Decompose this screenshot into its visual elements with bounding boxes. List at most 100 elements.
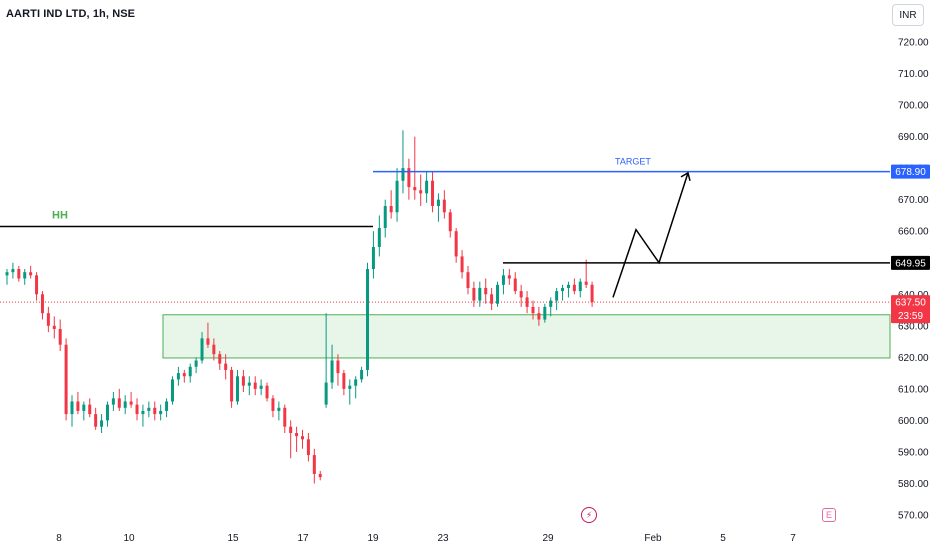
candle-layer [5,130,594,484]
candle-body [301,436,304,440]
candle-body [395,180,399,213]
target-label: TARGET [615,157,651,167]
price-axis[interactable]: 720.00710.00700.00690.00680.00670.00660.… [898,38,929,522]
candle-body [336,360,340,374]
candle-body [513,278,517,292]
y-tick-label: 580.00 [898,479,929,490]
last-price-tag-countdown: 23:59 [898,311,923,322]
candle-body [123,401,127,408]
candle-body [519,291,523,298]
candle-body [117,398,121,408]
candle-body [194,360,198,367]
candle-body [348,385,352,389]
candle-body [46,313,50,326]
candle-body [35,275,39,295]
candle-body [555,291,559,301]
candle-body [230,369,234,402]
candle-body [312,455,316,475]
candle-body [578,281,582,292]
price-tags: 678.90 649.95 637.50 23:59 [891,164,930,324]
candle-body [413,187,417,191]
resistance-price-tag-bg [891,255,930,270]
candle-body [271,398,275,411]
x-tick-label: 23 [437,533,449,544]
y-tick-label: 710.00 [898,69,929,80]
candle-body [561,287,565,292]
candle-body [407,168,411,188]
candle-body [289,426,293,434]
candle-body [401,168,405,181]
candle-body [283,407,287,427]
candle-body [366,269,370,370]
candle-body [218,354,222,364]
candle-body [566,284,570,288]
candle-body [135,404,139,415]
candle-body [484,287,488,295]
candle-body [389,205,393,213]
candle-body [360,369,364,380]
candle-body [584,281,588,285]
x-tick-label: 19 [367,533,379,544]
candle-body [241,376,245,386]
candle-body [342,373,346,389]
candle-body [64,344,68,415]
last-price-tag-bg [891,295,930,324]
currency-selector[interactable]: INR [892,4,924,26]
candle-body [5,272,9,276]
y-tick-label: 600.00 [898,416,929,427]
candle-body [472,287,476,301]
candle-body [200,338,204,361]
y-tick-label: 570.00 [898,511,929,522]
candle-body [590,284,594,303]
x-tick-label: 7 [790,533,796,544]
x-tick-label: 8 [56,533,62,544]
candle-body [52,325,56,329]
candle-body [224,363,228,370]
candle-body [572,284,576,292]
x-tick-label: Feb [644,533,662,544]
candle-body [419,190,423,194]
y-tick-label: 610.00 [898,384,929,395]
candle-body [170,379,174,402]
candle-body [425,180,429,194]
y-tick-label: 620.00 [898,353,929,364]
earnings-icon[interactable]: E [822,508,836,522]
candle-body [466,272,470,288]
candle-body [105,404,109,421]
y-tick-label: 690.00 [898,132,929,143]
demand-zone [162,314,891,359]
candle-body [454,231,458,257]
candle-body [40,294,44,314]
candle-body [94,414,98,427]
candle-body [436,199,440,206]
candle-body [159,410,163,415]
projection-arrowhead [680,171,691,182]
flash-icon[interactable]: ⚡ [581,507,597,523]
overlay-layer: HH TARGET [0,157,890,298]
target-price-tag-bg [891,164,930,179]
resistance-price-tag: 649.95 [895,258,926,269]
candle-body [295,433,299,437]
candle-body [496,284,500,304]
candle-body [478,287,482,301]
candle-body [549,300,553,307]
x-tick-label: 5 [720,533,726,544]
candle-body [531,306,535,314]
candle-body [70,401,74,415]
candle-body [330,360,334,383]
candle-body [537,313,541,320]
candle-body [501,275,505,285]
candle-body [507,275,511,279]
candle-body [141,410,145,415]
y-tick-label: 660.00 [898,227,929,238]
candle-body [100,420,104,427]
candle-body [58,328,62,345]
zone-layer [0,301,891,359]
candle-body [147,407,151,411]
candle-body [324,382,328,405]
time-axis[interactable]: 8 10 15 17 19 23 29 Feb 5 7 [56,533,796,544]
chart-title: AARTI IND LTD, 1h, NSE [6,8,136,20]
y-tick-label: 700.00 [898,101,929,112]
candle-body [383,205,387,229]
